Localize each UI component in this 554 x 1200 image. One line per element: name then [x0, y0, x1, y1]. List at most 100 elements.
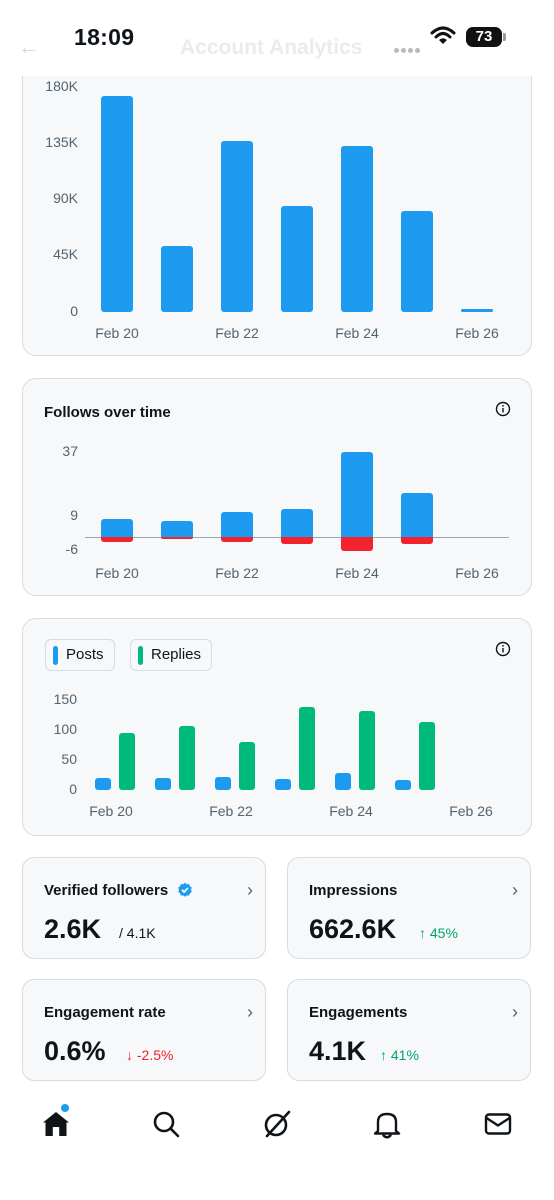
follows-bar [221, 511, 253, 537]
y-tick-label: 0 [70, 303, 78, 319]
posts-bar [155, 778, 171, 790]
bottom-tab-bar [0, 1088, 554, 1200]
replies-bar [419, 721, 435, 790]
x-tick-label: Feb 26 [449, 803, 493, 819]
posts-replies-chart-card: Posts Replies 150 100 50 0 Feb 20 Feb 22 Feb 2… [22, 618, 532, 836]
x-tick-label: Feb 24 [335, 325, 379, 341]
chevron-right-icon: › [247, 880, 253, 900]
replies-bar [299, 706, 315, 790]
grok-icon[interactable] [261, 1108, 293, 1140]
unfollows-bar [221, 537, 253, 542]
impressions-bar [461, 308, 493, 312]
verified-badge-icon [178, 882, 192, 897]
posts-bar [95, 778, 111, 790]
impressions-change: ↑ 45% [419, 925, 458, 941]
chevron-right-icon: › [247, 1002, 253, 1022]
follows-bar [341, 452, 373, 537]
y-tick-label: 180K [45, 78, 78, 94]
posts-bar [215, 776, 231, 790]
replies-swatch [138, 646, 143, 665]
engagement-rate-label: Engagement rate [44, 1004, 166, 1021]
impressions-bar [161, 245, 193, 312]
y-tick-label: 0 [69, 781, 77, 797]
battery-tip [503, 33, 506, 41]
engagements-card[interactable]: Engagements › 4.1K ↑ 41% [287, 979, 531, 1081]
unfollows-bar [401, 537, 433, 544]
replies-bar [119, 733, 135, 790]
x-tick-label: Feb 22 [215, 325, 259, 341]
info-circle-icon[interactable] [495, 641, 511, 657]
page-title: Account Analytics [180, 36, 363, 59]
impressions-bar [281, 205, 313, 312]
posts-bar [335, 772, 351, 790]
cellular-signal-icon [394, 40, 422, 58]
x-tick-label: Feb 22 [215, 565, 259, 581]
verified-followers-total: / 4.1K [119, 925, 156, 941]
verified-followers-value: 2.6K [44, 914, 102, 944]
chevron-right-icon: › [512, 880, 518, 900]
y-tick-label: 9 [70, 507, 78, 523]
chevron-right-icon: › [512, 1002, 518, 1022]
legend-posts[interactable]: Posts [45, 639, 115, 671]
posts-bar [395, 780, 411, 790]
engagement-rate-change: ↓ -2.5% [126, 1047, 174, 1063]
x-tick-label: Feb 26 [455, 565, 499, 581]
info-circle-icon[interactable] [495, 401, 511, 417]
posts-swatch [53, 646, 58, 665]
follows-bar [101, 518, 133, 537]
follows-chart-title: Follows over time [44, 404, 171, 421]
unfollows-bar [101, 537, 133, 542]
replies-bar [359, 711, 375, 790]
follows-bar [161, 520, 193, 537]
impressions-card[interactable]: Impressions › 662.6K ↑ 45% [287, 857, 531, 959]
home-icon[interactable] [40, 1108, 72, 1140]
engagements-label: Engagements [309, 1004, 408, 1021]
x-tick-label: Feb 20 [95, 325, 139, 341]
messages-envelope-icon[interactable] [482, 1108, 514, 1140]
posts-bar [275, 778, 291, 790]
x-tick-label: Feb 20 [95, 565, 139, 581]
impressions-bar [221, 140, 253, 312]
engagement-rate-value: 0.6% [44, 1036, 106, 1066]
y-tick-label: 100 [53, 721, 77, 737]
follows-bar [401, 493, 433, 537]
engagements-value: 4.1K [309, 1036, 367, 1066]
impressions-bar [401, 210, 433, 312]
replies-bar [179, 726, 195, 790]
impressions-bar [341, 145, 373, 312]
status-bar: ← Account Analytics 18:09 73 [0, 0, 554, 76]
engagements-change: ↑ 41% [380, 1047, 419, 1063]
y-tick-label: -6 [65, 541, 78, 557]
impressions-value: 662.6K [309, 914, 397, 944]
status-time: 18:09 [74, 24, 135, 50]
legend-posts-label: Posts [66, 646, 104, 663]
unfollows-bar [281, 537, 313, 544]
follows-chart-card: Follows over time 37 9 -6 Feb 20 Feb 22 Feb 2… [22, 378, 532, 596]
x-tick-label: Feb 24 [335, 565, 379, 581]
home-notification-dot [61, 1104, 69, 1112]
impressions-chart-card: 180K 135K 90K 45K 0 Feb 20 Feb 22 Feb 24 Feb 26 [22, 40, 532, 356]
battery-indicator: 73 [466, 27, 502, 47]
unfollows-bar [341, 537, 373, 551]
x-tick-label: Feb 22 [209, 803, 253, 819]
y-tick-label: 37 [62, 443, 78, 459]
notifications-bell-icon[interactable] [371, 1108, 403, 1140]
follows-bar [281, 509, 313, 537]
engagement-rate-card[interactable]: Engagement rate › 0.6% ↓ -2.5% [22, 979, 266, 1081]
replies-bar [239, 742, 255, 790]
y-tick-label: 150 [53, 691, 77, 707]
y-tick-label: 135K [45, 134, 78, 150]
search-icon[interactable] [150, 1108, 182, 1140]
x-tick-label: Feb 24 [329, 803, 373, 819]
y-tick-label: 90K [53, 190, 78, 206]
y-tick-label: 50 [61, 751, 77, 767]
x-tick-label: Feb 26 [455, 325, 499, 341]
verified-followers-label: Verified followers [44, 882, 169, 899]
legend-replies[interactable]: Replies [130, 639, 213, 671]
x-tick-label: Feb 20 [89, 803, 133, 819]
unfollows-bar [161, 537, 193, 540]
back-arrow-icon[interactable]: ← [18, 34, 40, 59]
wifi-icon [430, 26, 456, 44]
verified-followers-card[interactable]: Verified followers › 2.6K / 4.1K [22, 857, 266, 959]
legend-replies-label: Replies [151, 646, 202, 663]
